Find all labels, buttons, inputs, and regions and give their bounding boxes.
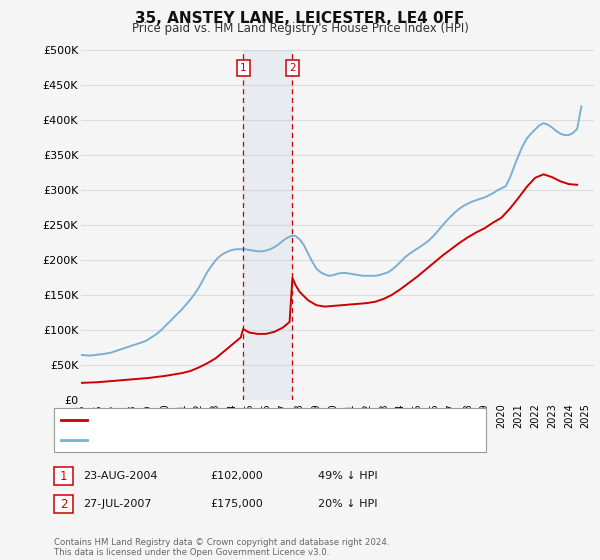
Text: 2: 2 [289, 63, 296, 73]
Text: 23-AUG-2004: 23-AUG-2004 [83, 471, 157, 481]
Text: 35, ANSTEY LANE, LEICESTER, LE4 0FF: 35, ANSTEY LANE, LEICESTER, LE4 0FF [136, 11, 464, 26]
Text: Contains HM Land Registry data © Crown copyright and database right 2024.
This d: Contains HM Land Registry data © Crown c… [54, 538, 389, 557]
Text: 49% ↓ HPI: 49% ↓ HPI [318, 471, 377, 481]
Text: 20% ↓ HPI: 20% ↓ HPI [318, 499, 377, 509]
Text: Price paid vs. HM Land Registry's House Price Index (HPI): Price paid vs. HM Land Registry's House … [131, 22, 469, 35]
Text: £175,000: £175,000 [210, 499, 263, 509]
Text: 35, ANSTEY LANE, LEICESTER, LE4 0FF (detached house): 35, ANSTEY LANE, LEICESTER, LE4 0FF (det… [91, 415, 386, 425]
Text: £102,000: £102,000 [210, 471, 263, 481]
Text: 1: 1 [240, 63, 247, 73]
Text: 2: 2 [60, 497, 67, 511]
Bar [243, 50, 292, 400]
Text: HPI: Average price, detached house, Leicester: HPI: Average price, detached house, Leic… [91, 435, 332, 445]
Text: 1: 1 [60, 469, 67, 483]
Text: 27-JUL-2007: 27-JUL-2007 [83, 499, 151, 509]
